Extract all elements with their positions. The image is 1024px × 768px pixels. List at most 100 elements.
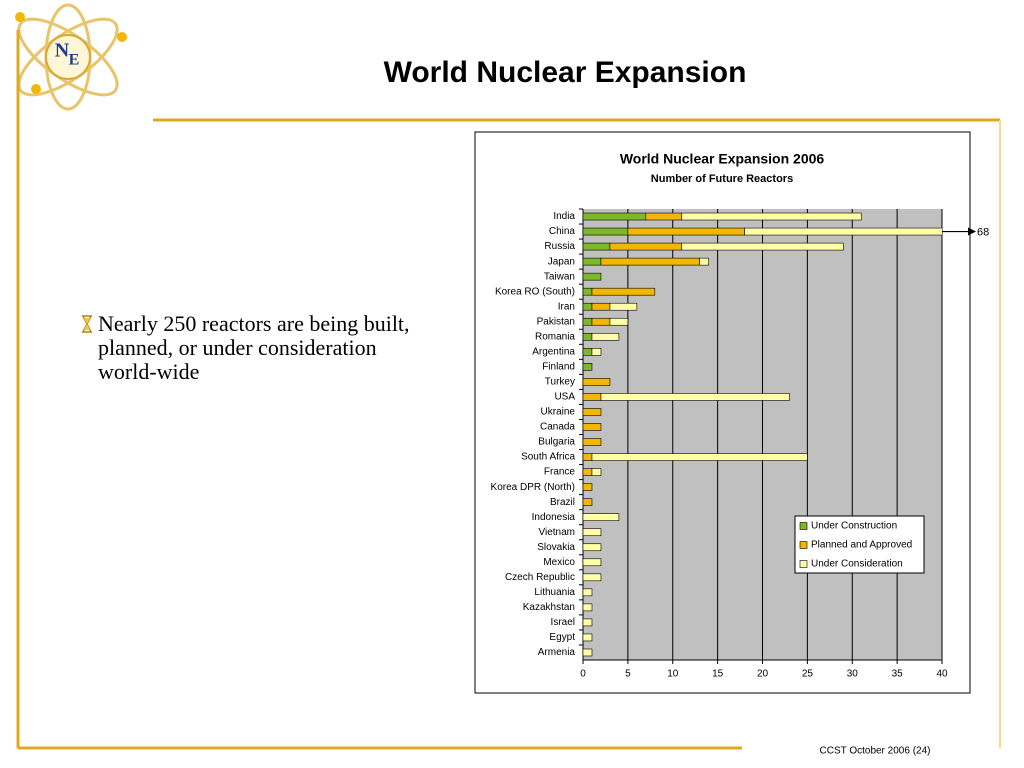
bar-segment <box>600 257 700 266</box>
bar-segment <box>583 498 593 506</box>
bar-segment <box>699 257 709 266</box>
y-tick-label: Finland <box>542 361 575 372</box>
chart-title: World Nuclear Expansion 2006 <box>620 151 825 167</box>
bar-segment <box>583 648 593 657</box>
y-tick-label: Taiwan <box>544 271 575 282</box>
bar-segment <box>591 302 611 311</box>
legend-swatch <box>799 522 808 530</box>
chart-subtitle: Number of Future Reactors <box>651 173 793 185</box>
annotation: 68 <box>977 226 989 238</box>
y-tick-label: Czech Republic <box>505 572 575 583</box>
y-tick-label: Romania <box>535 331 575 342</box>
bar-segment <box>583 287 593 296</box>
y-tick-label: India <box>553 211 575 222</box>
bar-segment <box>583 302 593 311</box>
bar-segment <box>627 227 745 236</box>
bar-segment <box>681 212 862 221</box>
bar-segment <box>609 242 683 251</box>
bar-segment <box>583 588 593 597</box>
y-tick-label: Lithuania <box>534 587 575 598</box>
y-tick-label: South Africa <box>521 452 575 463</box>
bullet: Nearly 250 reactors are being built, pla… <box>80 312 420 384</box>
bar-segment <box>583 332 593 341</box>
bars <box>583 212 942 657</box>
bar-segment <box>645 212 683 221</box>
y-tick-label: Kazakhstan <box>523 602 575 613</box>
legend-label: Under Consideration <box>811 559 903 570</box>
bar-segment <box>583 468 593 476</box>
bullet-text: Nearly 250 reactors are being built, pla… <box>98 311 410 384</box>
bar-segment <box>591 348 602 356</box>
bar-segment <box>583 603 593 612</box>
bar-segment <box>583 483 593 491</box>
y-tick-label: Korea DPR (North) <box>491 482 575 493</box>
y-tick-label: Argentina <box>532 346 575 357</box>
y-tick-label: Bulgaria <box>538 437 575 448</box>
y-tick-label: Mexico <box>543 557 575 568</box>
y-tick-label: Iran <box>558 301 575 312</box>
y-tick-label: Slovakia <box>537 542 575 553</box>
bar-segment <box>583 558 602 567</box>
bar-segment <box>583 227 629 236</box>
y-tick-label: France <box>544 467 576 478</box>
x-tick-label: 25 <box>802 669 814 680</box>
y-tick-label: Turkey <box>545 377 575 388</box>
y-tick-label: Canada <box>540 422 575 433</box>
x-tick-label: 35 <box>892 669 904 680</box>
logo: N E <box>15 3 127 111</box>
bar-segment <box>583 242 611 251</box>
y-tick-label: Ukraine <box>541 407 576 418</box>
x-tick-label: 40 <box>936 669 948 680</box>
bar-segment <box>583 393 602 401</box>
bar-segment <box>744 227 942 236</box>
bar-segment <box>583 438 602 446</box>
bar-segment <box>583 257 602 266</box>
y-tick-label: Korea RO (South) <box>495 286 575 297</box>
bar-segment <box>583 363 593 371</box>
y-tick-label: Vietnam <box>538 527 575 538</box>
overflow-arrowhead <box>968 227 976 236</box>
y-tick-label: Russia <box>544 241 575 252</box>
legend-label: Planned and Approved <box>811 540 912 551</box>
x-tick-label: 10 <box>667 669 679 680</box>
logo-letter: N <box>55 40 70 62</box>
bar-segment <box>583 423 602 431</box>
logo-letter: E <box>69 52 80 69</box>
bar-segment <box>583 543 602 552</box>
y-tick-label: Pakistan <box>537 316 575 327</box>
bar-segment <box>591 287 656 296</box>
y-tick-label: Indonesia <box>532 512 576 523</box>
footer: CCST October 2006 (24) <box>820 746 931 757</box>
bar-segment <box>609 302 638 311</box>
bar-segment <box>583 618 593 627</box>
y-tick-label: Egypt <box>549 632 575 643</box>
x-tick-label: 30 <box>847 669 859 680</box>
legend-swatch <box>799 541 808 549</box>
bar-segment <box>583 513 620 521</box>
bar-segment <box>591 332 620 341</box>
bar-segment <box>583 378 611 386</box>
x-tick-label: 0 <box>580 669 586 680</box>
y-tick-label: USA <box>554 392 575 403</box>
bar-segment <box>583 317 593 326</box>
y-tick-label: China <box>549 226 576 237</box>
bar-segment <box>681 242 844 251</box>
slide-title: World Nuclear Expansion <box>384 56 747 89</box>
x-tick-label: 20 <box>757 669 769 680</box>
bar-segment <box>583 453 593 461</box>
bar-segment <box>591 468 602 476</box>
legend-swatch <box>799 560 808 568</box>
y-tick-label: Israel <box>551 617 575 628</box>
x-tick-label: 15 <box>712 669 724 680</box>
bar-segment <box>600 393 790 401</box>
bar-segment <box>583 633 593 642</box>
legend-box <box>794 515 925 574</box>
bullet-icon <box>82 315 92 333</box>
y-tick-label: Brazil <box>550 497 575 508</box>
bar-segment <box>583 212 647 221</box>
bar-segment <box>583 408 602 416</box>
y-tick-label: Japan <box>548 256 575 267</box>
y-tick-label: Armenia <box>538 647 576 658</box>
bar-segment <box>583 348 593 356</box>
